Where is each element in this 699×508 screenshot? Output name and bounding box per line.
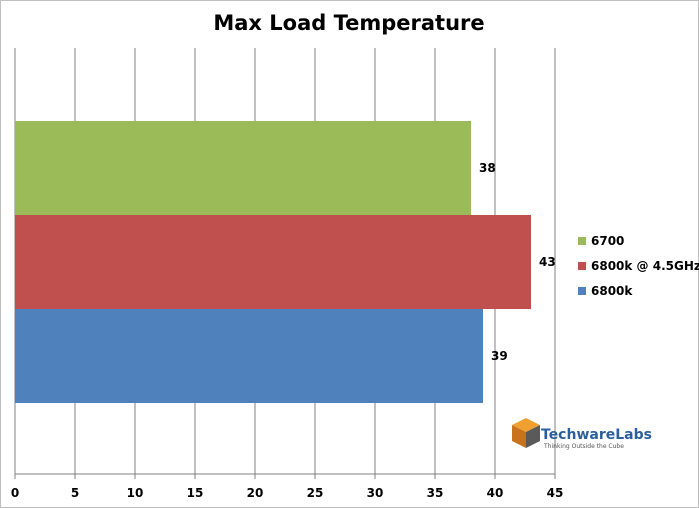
x-tick-label-15: 15 — [187, 486, 204, 500]
x-tick-label-20: 20 — [247, 486, 264, 500]
data-label-0: 38 — [479, 161, 496, 175]
x-axis: 0 5 10 15 20 25 30 35 40 45 — [11, 473, 564, 500]
chart-title: Max Load Temperature — [213, 11, 484, 35]
x-tick-label-30: 30 — [367, 486, 384, 500]
x-tick-label-10: 10 — [127, 486, 144, 500]
x-tick-label-45: 45 — [547, 486, 564, 500]
techwarelabs-logo: TechwareLabs Thinking Outside the Cube — [512, 418, 652, 450]
legend-label-1: 6800k @ 4.5GHz — [591, 259, 699, 273]
legend-label-2: 6800k — [591, 284, 633, 298]
data-labels: 38 43 39 — [479, 161, 556, 363]
logo-tagline-text: Thinking Outside the Cube — [543, 443, 624, 450]
legend-swatch-1 — [578, 262, 586, 270]
bar-0 — [15, 121, 471, 215]
bar-1 — [15, 215, 531, 309]
data-label-2: 39 — [491, 349, 508, 363]
x-tick-label-40: 40 — [487, 486, 504, 500]
bars — [15, 121, 531, 403]
legend-label-0: 6700 — [591, 234, 624, 248]
x-tick-label-35: 35 — [427, 486, 444, 500]
logo-brand-text: TechwareLabs — [541, 427, 652, 443]
legend-swatch-0 — [578, 237, 586, 245]
x-tick-label-25: 25 — [307, 486, 324, 500]
x-tick-label-5: 5 — [71, 486, 79, 500]
legend-swatch-2 — [578, 287, 586, 295]
data-label-1: 43 — [539, 255, 556, 269]
cube-logo-icon — [512, 418, 540, 448]
x-tick-label-0: 0 — [11, 486, 19, 500]
legend: 6700 6800k @ 4.5GHz 6800k — [578, 234, 699, 298]
bar-2 — [15, 309, 483, 403]
